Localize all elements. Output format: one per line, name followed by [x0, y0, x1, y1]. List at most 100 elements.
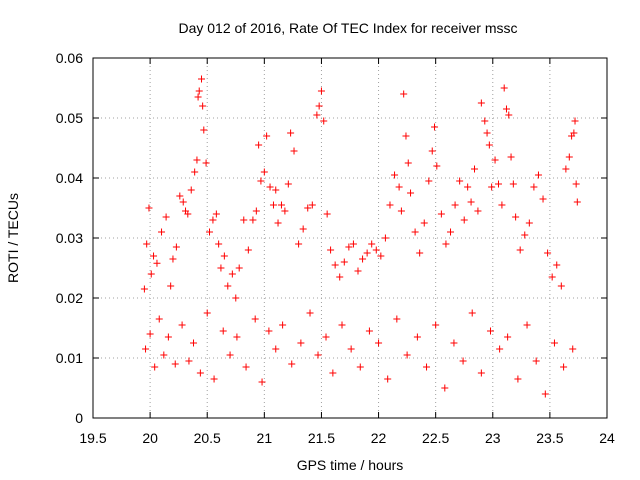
data-point: [171, 360, 179, 368]
data-point: [534, 171, 542, 179]
data-point: [304, 204, 312, 212]
data-point: [179, 198, 187, 206]
data-point: [505, 111, 513, 119]
data-point: [514, 375, 522, 383]
data-point: [486, 327, 494, 335]
data-point: [512, 213, 520, 221]
data-point: [467, 198, 475, 206]
data-point: [322, 333, 330, 341]
data-point: [404, 159, 412, 167]
x-tick-label: 20.5: [194, 430, 221, 446]
data-point: [169, 255, 177, 263]
data-point: [217, 264, 225, 272]
data-point: [381, 234, 389, 242]
data-point: [272, 186, 280, 194]
data-point: [147, 270, 155, 278]
data-point: [502, 105, 510, 113]
data-point: [347, 345, 355, 353]
data-point: [544, 249, 552, 257]
x-tick-label: 23.5: [536, 430, 563, 446]
data-point: [560, 363, 568, 371]
data-point: [433, 162, 441, 170]
x-tick-label: 20: [142, 430, 158, 446]
data-point: [272, 345, 280, 353]
data-point: [573, 198, 581, 206]
y-tick-label: 0.01: [56, 350, 83, 366]
data-point: [251, 315, 259, 323]
data-point: [500, 84, 508, 92]
data-point: [483, 129, 491, 137]
data-point: [313, 111, 321, 119]
data-point: [244, 246, 252, 254]
data-point: [494, 180, 502, 188]
data-point: [386, 201, 394, 209]
x-tick-label: 21.5: [308, 430, 335, 446]
x-tick-label: 22.5: [422, 430, 449, 446]
data-point: [331, 261, 339, 269]
data-point: [224, 282, 232, 290]
data-point: [172, 243, 180, 251]
data-point: [354, 267, 362, 275]
data-point: [228, 270, 236, 278]
data-point: [314, 351, 322, 359]
data-point: [384, 375, 392, 383]
data-point: [442, 240, 450, 248]
data-point: [140, 285, 148, 293]
data-point: [431, 123, 439, 131]
data-point: [441, 384, 449, 392]
data-point: [459, 357, 467, 365]
data-point: [372, 246, 380, 254]
data-point: [474, 207, 482, 215]
data-point: [395, 183, 403, 191]
data-point: [155, 315, 163, 323]
data-point: [345, 243, 353, 251]
data-point: [356, 363, 364, 371]
data-point: [220, 252, 228, 260]
data-point: [570, 129, 578, 137]
data-point: [150, 252, 158, 260]
y-tick-label: 0.03: [56, 230, 83, 246]
data-point: [143, 240, 151, 248]
data-point: [210, 375, 218, 383]
x-tick-label: 21: [257, 430, 273, 446]
data-point: [162, 213, 170, 221]
data-point: [477, 369, 485, 377]
data-point: [153, 259, 161, 267]
data-point: [481, 117, 489, 125]
data-point: [525, 219, 533, 227]
data-point: [206, 228, 214, 236]
x-tick-label: 24: [599, 430, 615, 446]
data-point: [196, 369, 204, 377]
data-point: [164, 333, 172, 341]
data-point: [530, 183, 538, 191]
data-point: [142, 345, 150, 353]
data-points: [140, 75, 581, 398]
y-tick-label: 0: [75, 410, 83, 426]
data-point: [397, 207, 405, 215]
data-point: [447, 228, 455, 236]
data-point: [284, 180, 292, 188]
data-point: [468, 309, 476, 317]
data-point: [428, 147, 436, 155]
data-point: [203, 309, 211, 317]
data-point: [277, 201, 285, 209]
data-point: [460, 216, 468, 224]
data-point: [521, 231, 529, 239]
tick-labels: 19.5 20 20.5 21 21.5 22 22.5 23 23.5 24 0 0.01 0.02 0…: [56, 50, 615, 446]
data-point: [200, 126, 208, 134]
x-axis-label: GPS time / hours: [297, 457, 404, 473]
data-point: [242, 363, 250, 371]
data-point: [571, 117, 579, 125]
data-point: [413, 333, 421, 341]
y-axis-label: ROTI / TECUs: [5, 193, 21, 283]
data-point: [471, 165, 479, 173]
data-point: [464, 183, 472, 191]
data-point: [199, 102, 207, 110]
data-point: [193, 156, 201, 164]
data-point: [349, 240, 357, 248]
data-point: [402, 132, 410, 140]
data-point: [451, 201, 459, 209]
data-point: [158, 228, 166, 236]
data-point: [279, 321, 287, 329]
data-point: [523, 321, 531, 329]
